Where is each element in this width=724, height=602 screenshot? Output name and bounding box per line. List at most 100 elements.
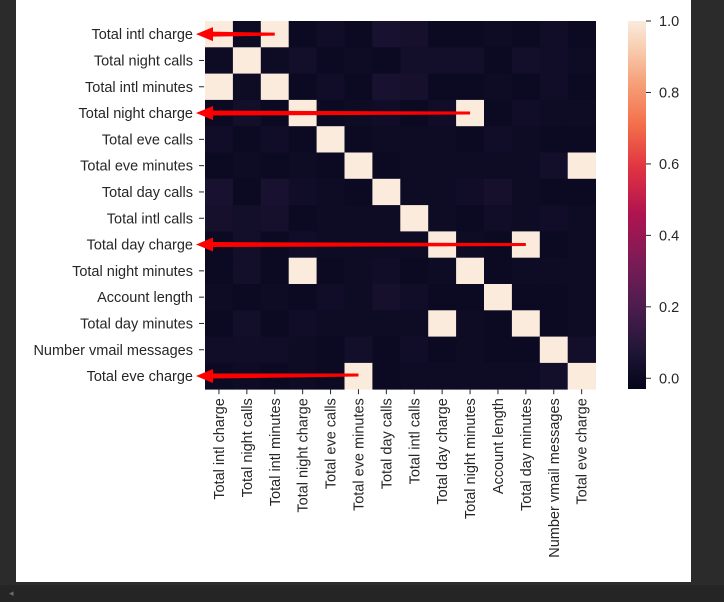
- x-tick-label: Account length: [491, 398, 507, 494]
- heatmap-cell: [232, 47, 262, 74]
- heatmap-cell: [428, 284, 457, 311]
- heatmap-cell: [567, 257, 596, 285]
- heatmap-cell: [288, 205, 317, 232]
- colorbar-tick-label: 0.4: [659, 228, 679, 244]
- y-tick-label: Total night calls: [94, 53, 193, 69]
- heatmap-cell: [428, 205, 457, 232]
- heatmap-cell: [539, 21, 569, 48]
- heatmap-cell: [232, 310, 262, 337]
- heatmap-cell: [511, 73, 541, 101]
- heatmap-cell: [372, 21, 401, 48]
- y-tick-label: Total intl calls: [107, 211, 193, 227]
- heatmap-cell: [400, 310, 429, 337]
- heatmap-cell: [456, 21, 485, 48]
- heatmap-cell: [484, 152, 513, 180]
- heatmap-cell: [372, 336, 401, 364]
- heatmap-cell: [511, 336, 541, 364]
- annotation-arrow-head: [196, 106, 213, 121]
- heatmap-cell: [316, 205, 345, 232]
- heatmap-cell: [456, 73, 485, 101]
- heatmap-cell: [316, 257, 345, 285]
- heatmap-cell: [539, 257, 569, 285]
- heatmap-cell: [316, 126, 345, 153]
- annotation-arrow-shaft: [210, 242, 526, 248]
- heatmap-cell: [511, 47, 541, 74]
- x-tick-label: Total eve calls: [324, 398, 340, 489]
- heatmap-cell: [567, 152, 596, 180]
- heatmap-cell: [316, 152, 345, 180]
- heatmap-cell: [428, 152, 457, 180]
- x-tick-label: Total eve charge: [575, 398, 591, 504]
- heatmap-cell: [539, 47, 569, 74]
- x-tick-label: Total night minutes: [463, 398, 479, 519]
- heatmap-cell: [344, 126, 373, 153]
- heatmap-cell: [316, 336, 345, 364]
- heatmap-cell: [539, 205, 569, 232]
- y-tick-label: Total day calls: [102, 185, 193, 201]
- heatmap-cell: [456, 336, 485, 364]
- scroll-left-arrow-icon[interactable]: ◂: [9, 588, 14, 598]
- y-tick-label: Number vmail messages: [33, 343, 193, 359]
- heatmap-cell: [232, 336, 262, 364]
- heatmap-cell: [232, 152, 262, 180]
- heatmap-cell: [428, 336, 457, 364]
- heatmap-cell: [456, 126, 485, 153]
- heatmap-cell: [428, 310, 457, 337]
- y-tick-label: Total day minutes: [80, 316, 193, 332]
- heatmap-cell: [456, 257, 485, 285]
- heatmap-cell: [484, 257, 513, 285]
- y-tick-label: Account length: [97, 290, 193, 306]
- heatmap-cell: [372, 178, 401, 206]
- heatmap-cell: [484, 99, 513, 127]
- bottom-scrollbar[interactable]: [0, 585, 724, 602]
- heatmap-cell: [456, 362, 485, 390]
- heatmap-cell: [260, 284, 290, 311]
- heatmap-cell: [205, 205, 234, 232]
- x-tick-label: Total day calls: [379, 398, 395, 489]
- heatmap-cell: [260, 47, 290, 74]
- heatmap-cell: [260, 257, 290, 285]
- heatmap-cell: [567, 178, 596, 206]
- heatmap-cell: [539, 310, 569, 337]
- heatmap-cell: [400, 152, 429, 180]
- annotation-arrow-shaft: [210, 110, 471, 116]
- heatmap-cell: [288, 47, 317, 74]
- heatmap-cell: [344, 73, 373, 101]
- y-tick-label: Total night minutes: [72, 264, 193, 280]
- heatmap-cell: [288, 310, 317, 337]
- heatmap-cell: [400, 284, 429, 311]
- heatmap-cell: [484, 284, 513, 311]
- x-tick-label: Total day charge: [435, 398, 451, 504]
- heatmap-cell: [511, 152, 541, 180]
- heatmap-cell: [456, 178, 485, 206]
- y-tick-label: Total eve charge: [87, 369, 193, 385]
- heatmap-cell: [288, 257, 317, 285]
- x-tick-label: Total intl minutes: [268, 398, 284, 506]
- heatmap-cell: [539, 336, 569, 364]
- colorbar-tick-label: 0.0: [659, 371, 679, 387]
- heatmap-cell: [260, 205, 290, 232]
- y-tick-label: Total night charge: [79, 106, 193, 122]
- heatmap-cell: [205, 336, 234, 364]
- x-tick-label: Total night charge: [296, 398, 312, 512]
- heatmap-cell: [428, 362, 457, 390]
- heatmap-cell: [567, 231, 596, 259]
- heatmap-cell: [567, 73, 596, 101]
- heatmap-cell: [205, 284, 234, 311]
- heatmap-cell: [372, 257, 401, 285]
- heatmap-cell: [511, 257, 541, 285]
- heatmap-cell: [400, 257, 429, 285]
- heatmap-cell: [288, 284, 317, 311]
- heatmap-cell: [316, 47, 345, 74]
- heatmap-cell: [288, 336, 317, 364]
- heatmap-cell: [232, 73, 262, 101]
- heatmap-cell: [428, 73, 457, 101]
- colorbar-tick-label: 0.6: [659, 157, 679, 173]
- heatmap-cell: [316, 73, 345, 101]
- y-tick-label: Total eve calls: [102, 132, 193, 148]
- x-tick-label: Total intl charge: [212, 398, 228, 500]
- annotation-arrow-head: [196, 27, 213, 42]
- heatmap-cell: [428, 257, 457, 285]
- heatmap-cell: [260, 152, 290, 180]
- heatmap-cell: [400, 126, 429, 153]
